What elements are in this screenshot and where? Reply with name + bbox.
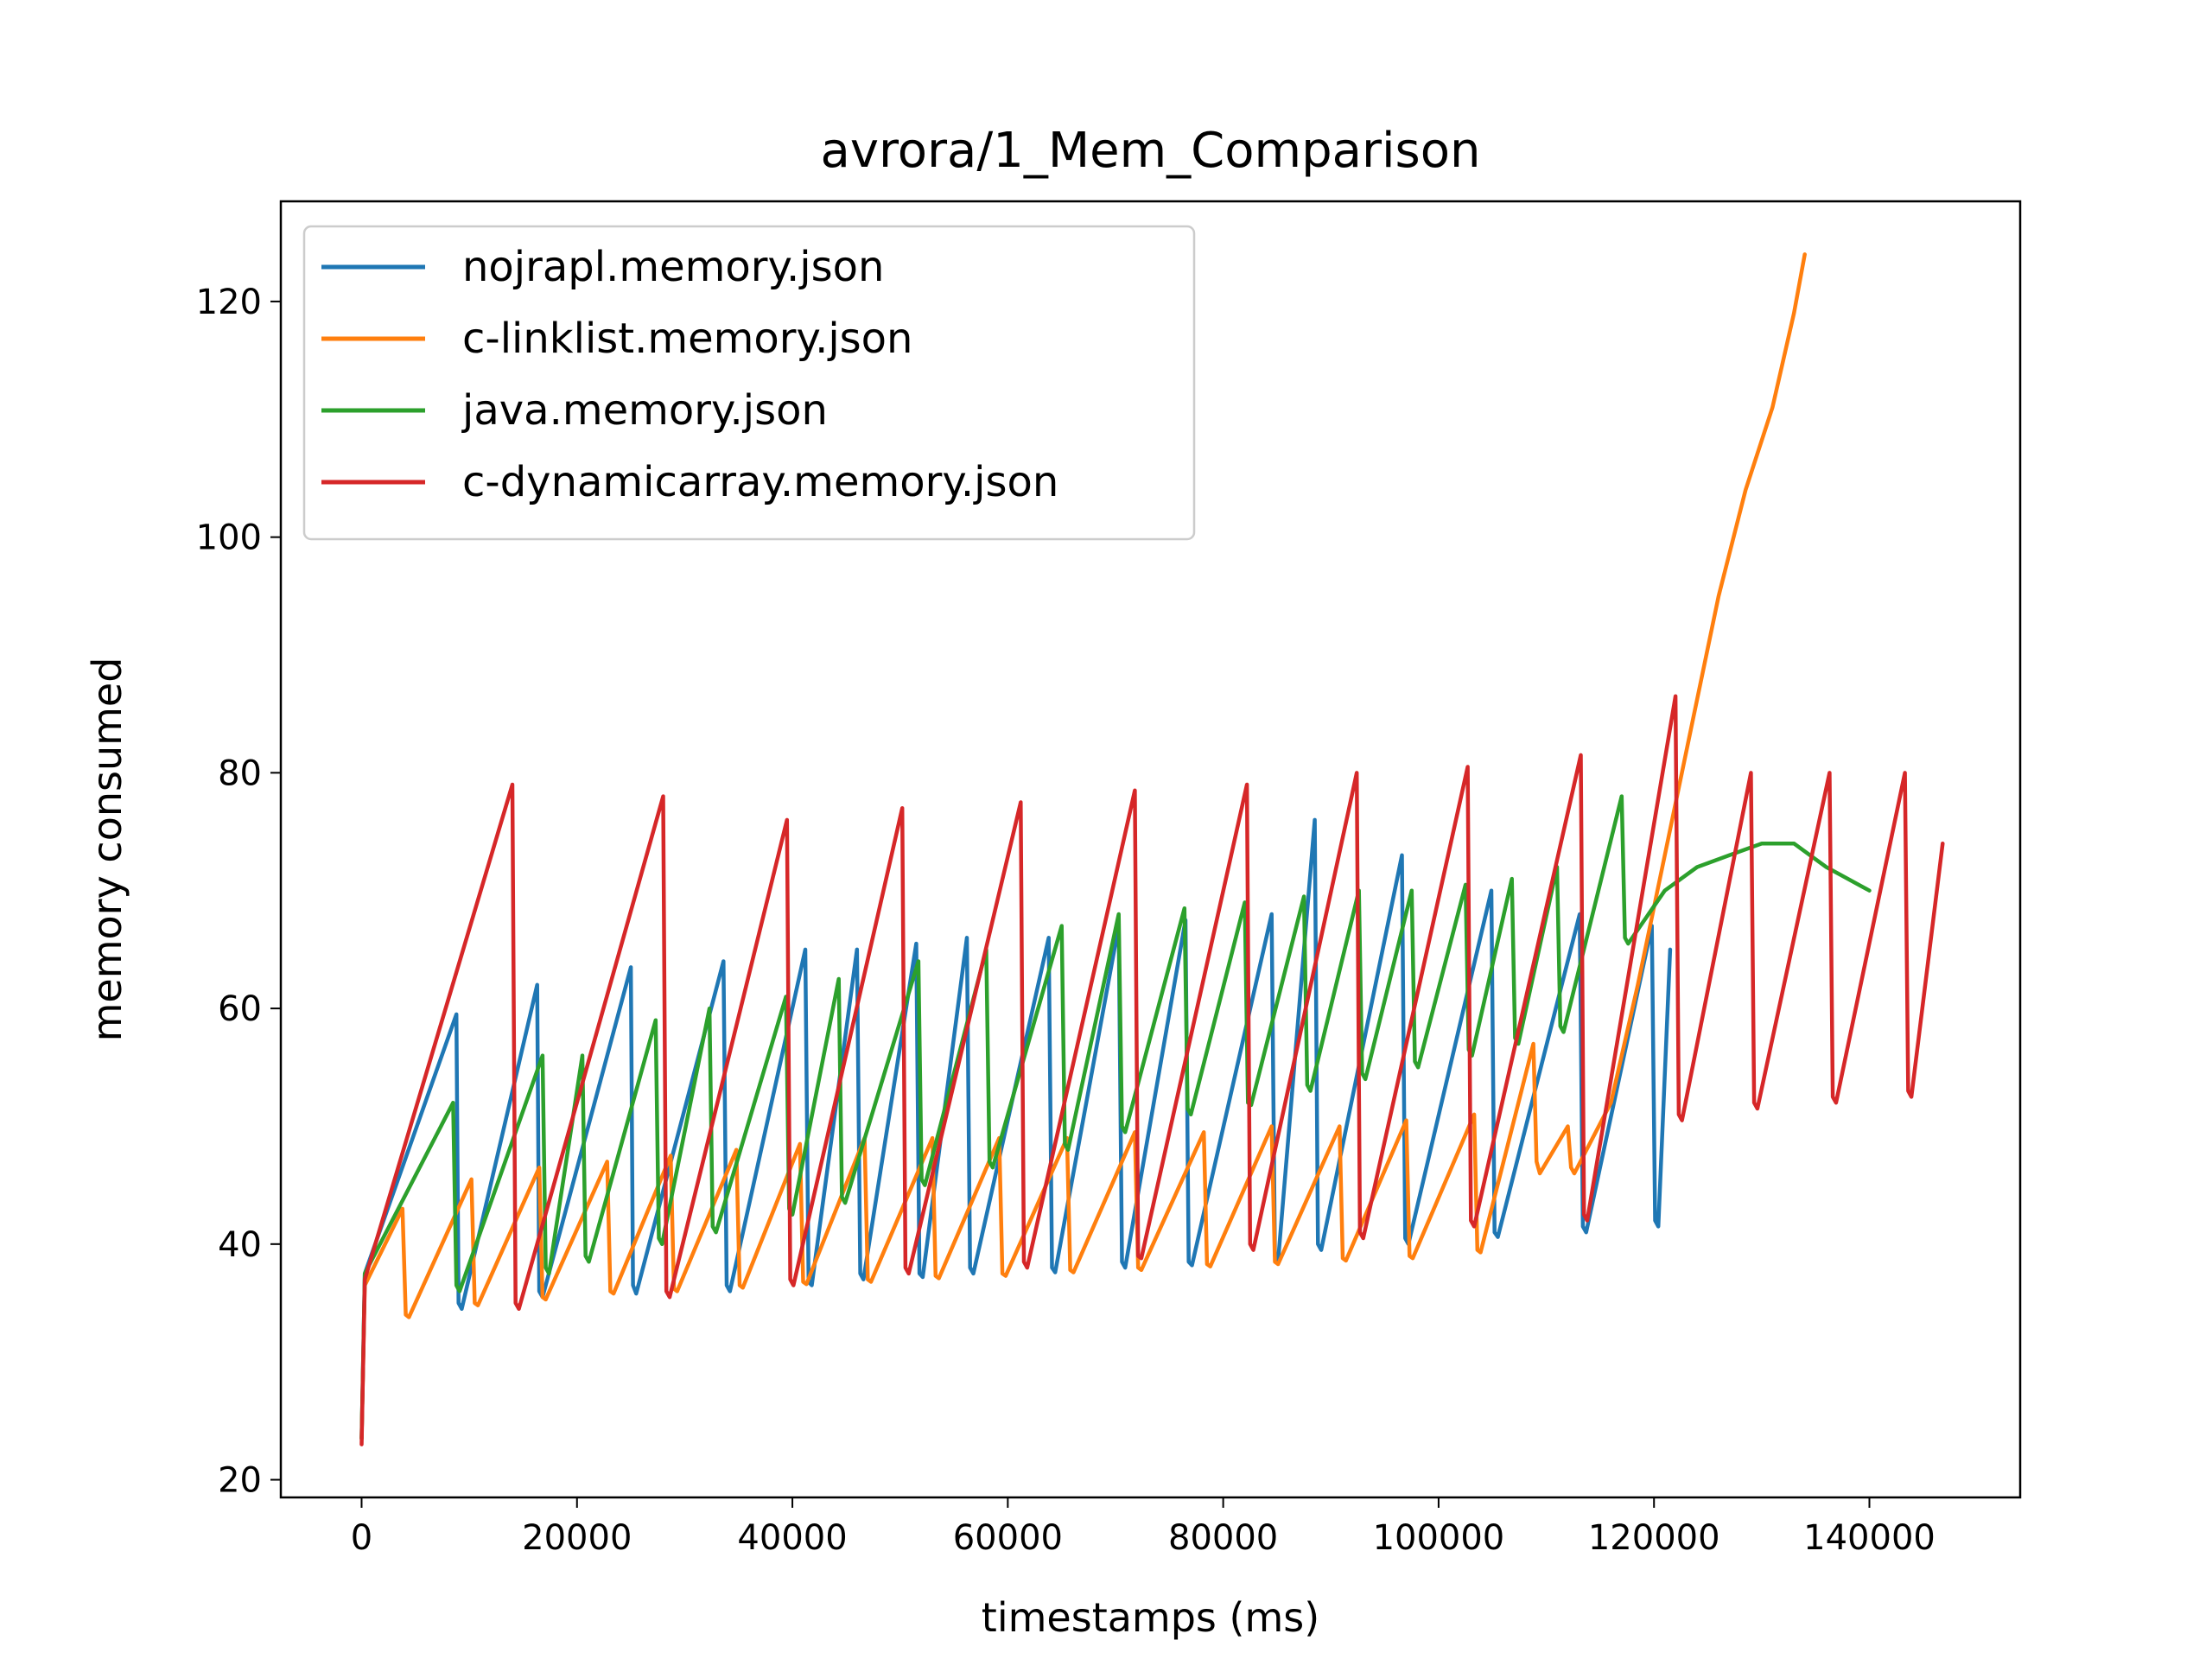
legend: nojrapl.memory.json c-linklist.memory.jso… xyxy=(302,225,1196,541)
y-tick-label: 100 xyxy=(196,518,262,558)
x-tick-label: 60000 xyxy=(953,1518,1063,1558)
legend-entry-4: c-dynamicarray.memory.json xyxy=(462,458,1058,506)
y-axis: 20 40 60 80 100 120 xyxy=(196,283,281,1501)
legend-box xyxy=(302,225,1196,541)
legend-entry-2: c-linklist.memory.json xyxy=(462,315,912,363)
x-axis-label: timestamps (ms) xyxy=(982,1594,1319,1641)
chart-title: avrora/1_Mem_Comparison xyxy=(821,123,1481,179)
y-tick-label: 40 xyxy=(218,1225,262,1265)
x-tick-label: 80000 xyxy=(1168,1518,1278,1558)
series-line-4 xyxy=(359,694,1945,1446)
x-axis: 0 20000 40000 60000 80000 100000 120000 140000 xyxy=(351,1497,1936,1558)
x-tick-label: 40000 xyxy=(737,1518,847,1558)
y-tick-label: 60 xyxy=(218,989,262,1029)
x-tick-label: 100000 xyxy=(1373,1518,1505,1558)
x-tick-label: 120000 xyxy=(1588,1518,1720,1558)
series-line-1 xyxy=(359,817,1673,1441)
legend-entry-1: nojrapl.memory.json xyxy=(462,243,884,291)
x-tick-label: 140000 xyxy=(1803,1518,1936,1558)
x-tick-label: 0 xyxy=(351,1518,372,1558)
y-tick-label: 20 xyxy=(218,1461,262,1501)
y-tick-label: 120 xyxy=(196,283,262,322)
series-layer xyxy=(359,252,1945,1446)
legend-entry-3: java.memory.json xyxy=(461,386,828,435)
series-line-2 xyxy=(359,252,1807,1441)
series-line-3 xyxy=(359,794,1872,1441)
y-axis-label: memory consumed xyxy=(84,658,130,1042)
y-tick-label: 80 xyxy=(218,753,262,793)
x-tick-label: 20000 xyxy=(522,1518,632,1558)
plot-frame xyxy=(279,200,2022,1499)
